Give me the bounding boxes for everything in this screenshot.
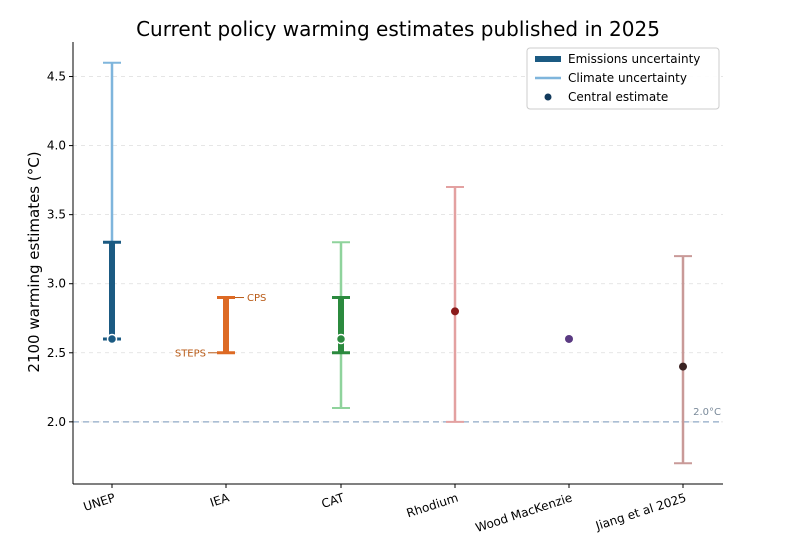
x-tick-label: Wood MacKenzie: [474, 491, 574, 535]
legend-label: Emissions uncertainty: [568, 52, 700, 66]
reference-line-group: 2.0°C: [73, 407, 723, 423]
chart-title: Current policy warming estimates publish…: [136, 17, 660, 41]
legend: Emissions uncertainty Climate uncertainty…: [526, 47, 720, 110]
legend-box: [526, 47, 720, 110]
y-axis-label: 2100 warming estimates (°C): [25, 151, 43, 372]
axes: 2.0 2.5 3.0 3.5 4.0 4.5 UNEP IEA CAT Rhodium Wood …: [47, 42, 723, 535]
y-tick-label: 3.0: [47, 277, 66, 291]
legend-label: Central estimate: [568, 90, 668, 104]
x-tick-label: Jiang et al 2025: [593, 491, 688, 534]
x-tick-label: UNEP: [82, 491, 117, 514]
central-estimate-dot: [565, 334, 573, 343]
x-tick-label: CAT: [320, 490, 347, 511]
legend-swatch-central: [544, 93, 552, 101]
central-estimate-dot: [106, 333, 118, 345]
x-tick-label: Rhodium: [405, 491, 460, 521]
legend-label: Climate uncertainty: [568, 71, 687, 85]
y-tick-label: 4.5: [47, 70, 66, 84]
reference-line-label: 2.0°C: [693, 407, 721, 418]
central-estimate-dot: [679, 362, 687, 371]
y-tick-label: 2.0: [47, 415, 66, 429]
annotation-label: CPS: [247, 293, 266, 304]
plot-marks: CPS STEPS: [103, 61, 692, 465]
y-tick-label: 2.5: [47, 346, 66, 360]
central-estimate-dot: [451, 307, 459, 316]
y-tick-label: 4.0: [47, 139, 66, 153]
central-estimate-dot: [335, 333, 347, 345]
x-tick-label: IEA: [208, 490, 231, 510]
y-tick-label: 3.5: [47, 208, 66, 222]
grid-layer: [73, 76, 723, 423]
annotation-label: STEPS: [175, 348, 206, 359]
